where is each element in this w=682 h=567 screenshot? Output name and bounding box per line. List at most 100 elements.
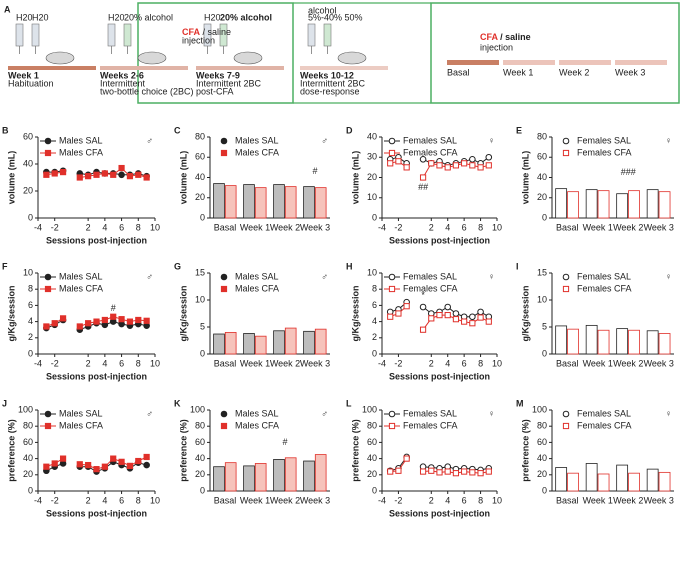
marker bbox=[126, 318, 134, 325]
legend-marker bbox=[44, 273, 52, 281]
y-tick-label: 40 bbox=[23, 158, 33, 168]
x-tick-label: Basal bbox=[556, 495, 579, 505]
x-tick-label: 2 bbox=[86, 358, 91, 368]
marker bbox=[419, 326, 427, 333]
marker bbox=[469, 469, 476, 476]
panel-letter: M bbox=[516, 398, 524, 408]
y-tick-label: 0 bbox=[200, 212, 205, 222]
x-tick-label: 6 bbox=[119, 222, 124, 232]
bar bbox=[273, 459, 285, 492]
legend-marker bbox=[44, 137, 52, 145]
y-tick-label: 8 bbox=[372, 284, 377, 294]
legend-label: Males CFA bbox=[235, 147, 279, 157]
bottle-label: H20 bbox=[16, 12, 33, 22]
bottle bbox=[307, 23, 316, 47]
y-tick-label: 80 bbox=[195, 131, 205, 141]
bar bbox=[303, 186, 315, 219]
legend-label: Males CFA bbox=[59, 283, 103, 293]
bar bbox=[628, 329, 640, 355]
bar bbox=[254, 463, 267, 492]
marker bbox=[101, 170, 108, 177]
legend-marker bbox=[388, 273, 396, 281]
rat bbox=[137, 51, 167, 65]
bottle-label: 20% alcohol bbox=[124, 12, 173, 22]
x-tick-label: -4 bbox=[378, 495, 386, 505]
sex-symbol: ♂ bbox=[146, 135, 153, 145]
marker bbox=[485, 318, 492, 325]
marker bbox=[428, 467, 435, 474]
marker bbox=[85, 461, 92, 469]
legend-marker bbox=[562, 137, 570, 145]
x-tick-label: 10 bbox=[150, 222, 160, 232]
legend-marker bbox=[562, 149, 570, 157]
y-tick-label: 10 bbox=[537, 294, 547, 304]
marker bbox=[101, 463, 108, 470]
legend-label: Females CFA bbox=[403, 283, 458, 293]
x-tick-label: Week 1 bbox=[240, 222, 270, 232]
marker bbox=[85, 320, 92, 327]
marker bbox=[43, 323, 50, 330]
timeline-cfa: CFA bbox=[480, 32, 499, 42]
x-axis-label: Sessions post-injection bbox=[389, 371, 490, 381]
x-tick-label: Week 3 bbox=[644, 358, 674, 368]
x-tick-label: 8 bbox=[136, 495, 141, 505]
timeline-label: Week 1 bbox=[503, 67, 533, 77]
x-axis-label: Sessions post-injection bbox=[389, 508, 490, 518]
marker bbox=[477, 164, 484, 171]
y-axis-label: preference (%) bbox=[178, 419, 188, 482]
marker bbox=[395, 310, 402, 317]
bar bbox=[555, 188, 568, 219]
legend-label: Males SAL bbox=[59, 135, 103, 145]
annotation: # bbox=[282, 437, 287, 447]
x-tick-label: 8 bbox=[478, 358, 483, 368]
marker bbox=[93, 171, 100, 178]
x-tick-label: 4 bbox=[445, 358, 450, 368]
marker bbox=[444, 468, 451, 475]
y-tick-label: 0 bbox=[28, 485, 33, 495]
x-tick-label: 4 bbox=[102, 358, 107, 368]
bar bbox=[646, 468, 659, 492]
legend-label: Females SAL bbox=[577, 271, 631, 281]
x-tick-label: Basal bbox=[214, 495, 237, 505]
x-tick-label: Basal bbox=[556, 222, 579, 232]
y-tick-label: 0 bbox=[372, 212, 377, 222]
stage-desc: two-bottle choice (2BC) bbox=[100, 86, 194, 96]
x-tick-label: 10 bbox=[492, 358, 502, 368]
legend-label: Females CFA bbox=[403, 420, 458, 430]
x-tick-label: -2 bbox=[51, 358, 59, 368]
bar bbox=[567, 191, 579, 219]
x-tick-label: Week 2 bbox=[613, 222, 643, 232]
y-axis-label: volume (mL) bbox=[520, 151, 530, 205]
timeline-sub: injection bbox=[480, 42, 513, 52]
x-axis-label: Sessions post-injection bbox=[389, 235, 490, 245]
x-tick-label: Week 3 bbox=[644, 495, 674, 505]
marker bbox=[469, 162, 476, 169]
x-tick-label: Basal bbox=[214, 358, 237, 368]
panel-letter: K bbox=[174, 398, 181, 408]
stage-week: Week 1 bbox=[8, 70, 39, 80]
stage-desc: Intermittent 2BC bbox=[300, 78, 366, 88]
y-tick-label: 10 bbox=[367, 267, 377, 277]
legend-marker bbox=[44, 410, 52, 418]
y-tick-label: 20 bbox=[23, 185, 33, 195]
marker bbox=[461, 160, 468, 167]
stage-desc: Intermittent 2BC bbox=[196, 78, 262, 88]
legend-marker bbox=[220, 422, 228, 430]
y-axis-label: preference (%) bbox=[520, 419, 530, 482]
legend-label: Females CFA bbox=[577, 420, 632, 430]
y-tick-label: 0 bbox=[28, 348, 33, 358]
legend-label: Females CFA bbox=[577, 147, 632, 157]
injection-saline: / saline bbox=[200, 27, 231, 37]
y-tick-label: 20 bbox=[367, 172, 377, 182]
y-axis-label: preference (%) bbox=[350, 419, 360, 482]
x-tick-label: 10 bbox=[150, 495, 160, 505]
marker bbox=[51, 460, 58, 467]
marker bbox=[469, 320, 476, 327]
y-axis-label: g/Kg/session bbox=[520, 285, 530, 341]
x-tick-label: 8 bbox=[136, 358, 141, 368]
x-tick-label: -4 bbox=[34, 222, 42, 232]
sex-symbol: ♂ bbox=[321, 408, 328, 418]
x-tick-label: 6 bbox=[119, 495, 124, 505]
y-tick-label: 20 bbox=[195, 192, 205, 202]
